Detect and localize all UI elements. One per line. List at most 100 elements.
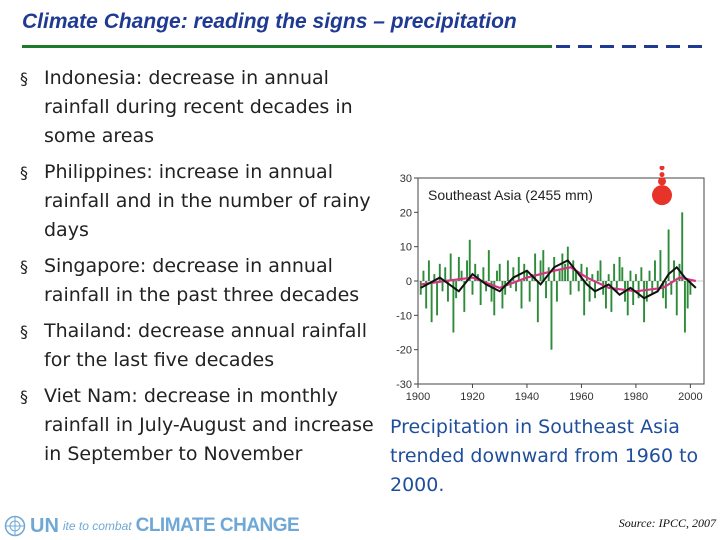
bullet-text: Philippines: increase in annual rainfall… <box>44 161 371 241</box>
precip-bar <box>539 260 542 281</box>
trend-line <box>420 266 697 293</box>
x-tick-label: 1980 <box>624 391 648 403</box>
precip-bar <box>534 253 537 281</box>
precip-bar <box>561 253 564 281</box>
bullet-marker-icon: § <box>20 387 28 406</box>
precip-bar <box>580 263 583 281</box>
precip-bar <box>670 281 673 295</box>
precip-bar <box>643 281 646 323</box>
precip-bar <box>471 281 474 295</box>
precipitation-chart: 30 20 10 0 -10 -20 -30 1900 1920 1940 1960 1980 2000… <box>366 165 718 408</box>
precip-bar <box>433 274 436 281</box>
bullet-philippines: § Philippines: increase in annual rainfal… <box>20 158 378 245</box>
precip-bar <box>457 256 460 281</box>
bullet-text: Singapore: decrease in annual rainfall i… <box>44 255 360 306</box>
precip-bar <box>588 281 591 302</box>
precip-bar <box>545 281 547 299</box>
precip-bar <box>645 281 648 302</box>
precip-bar <box>466 260 468 281</box>
precip-bar <box>572 260 575 281</box>
precip-bar <box>604 281 607 309</box>
y-tick-label: 20 <box>400 207 412 219</box>
precip-bar <box>615 281 618 292</box>
y-tick-label: -30 <box>396 379 412 391</box>
y-tick-label: -10 <box>396 310 412 322</box>
bullet-text: Thailand: decrease annual rainfall for t… <box>44 320 367 371</box>
y-tick-label: 0 <box>406 276 412 288</box>
bullet-text: Viet Nam: decrease in monthly rainfall i… <box>44 385 374 465</box>
bullet-marker-icon: § <box>20 163 28 182</box>
significance-dot <box>659 165 665 171</box>
precip-bar <box>501 281 504 309</box>
precip-bar <box>422 270 425 281</box>
unite-logo: UN ite to combat CLIMATE CHANGE <box>4 512 300 540</box>
precip-bar <box>487 250 490 281</box>
precip-bar <box>640 267 643 281</box>
precip-bar <box>447 281 449 302</box>
precip-bar <box>599 260 602 281</box>
slide-title: Climate Change: reading the signs – prec… <box>22 10 517 33</box>
precip-bar <box>512 267 515 281</box>
precip-bar <box>607 274 610 281</box>
precip-bar <box>618 256 621 281</box>
precip-bar <box>659 250 662 281</box>
precip-bar <box>444 267 447 281</box>
precip-bar <box>460 270 463 281</box>
precip-bar <box>654 260 656 281</box>
precip-bar <box>678 263 681 281</box>
precip-bar <box>430 281 433 323</box>
precip-bar <box>515 281 518 292</box>
precip-bar <box>482 267 485 281</box>
precip-bar <box>555 281 558 302</box>
bullet-marker-icon: § <box>20 257 28 276</box>
precip-bar <box>536 281 539 323</box>
logo-climate-text: CLIMATE CHANGE <box>135 515 300 536</box>
x-tick-label: 2000 <box>678 391 702 403</box>
precip-bar <box>637 281 640 299</box>
precip-bar <box>427 260 430 281</box>
precip-bar <box>662 281 665 299</box>
precip-bar <box>610 281 613 312</box>
precip-bar <box>528 281 531 302</box>
precip-bar <box>656 281 659 292</box>
precip-bar <box>629 270 632 281</box>
precip-bar <box>504 281 507 295</box>
bullet-text: Indonesia: decrease in annual rainfall d… <box>44 67 353 147</box>
precip-bar <box>569 281 572 295</box>
smoothed-line <box>420 259 697 300</box>
title-underline <box>22 45 552 48</box>
precip-bar <box>686 281 689 309</box>
precip-bar <box>585 267 588 281</box>
significance-dot <box>652 185 672 206</box>
precip-bar <box>479 281 482 306</box>
precip-bar <box>520 281 523 309</box>
precip-bar <box>689 281 692 295</box>
precip-bar <box>596 270 599 281</box>
y-tick-label: -20 <box>396 345 412 357</box>
precip-bar <box>517 256 520 281</box>
precip-bar <box>667 229 670 281</box>
significance-dot <box>658 177 666 186</box>
precip-bar <box>496 270 498 281</box>
precip-bar <box>490 281 493 302</box>
precip-bar <box>613 263 616 281</box>
bullet-thailand: § Thailand: decrease annual rainfall for … <box>20 317 378 375</box>
precip-bar <box>594 281 597 299</box>
precip-bar <box>449 253 452 281</box>
bullet-marker-icon: § <box>20 322 28 341</box>
precip-bar <box>525 270 528 281</box>
precip-bar <box>493 281 496 316</box>
precip-bar <box>591 274 594 281</box>
precip-bar <box>634 274 637 281</box>
precip-bar <box>436 281 439 316</box>
precip-bar <box>463 281 466 312</box>
precip-bar <box>566 246 569 281</box>
title-underline-dashed <box>556 45 702 48</box>
precip-bar <box>683 281 686 333</box>
x-tick-label: 1920 <box>460 391 484 403</box>
precip-bar <box>675 281 678 316</box>
significance-dot <box>659 172 665 178</box>
precip-bar <box>575 270 577 281</box>
precip-bar <box>553 256 556 281</box>
